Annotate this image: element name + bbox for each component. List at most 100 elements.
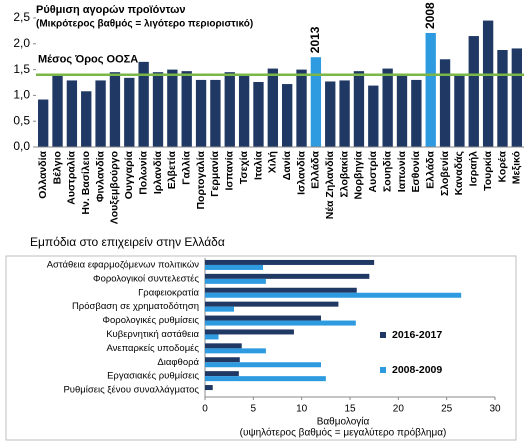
x-tick-label: Γαλλία xyxy=(180,150,192,184)
bar xyxy=(310,57,322,147)
x-tick-label: Ελλάδα xyxy=(310,150,322,188)
legend-label: 2016-2017 xyxy=(392,329,442,341)
bar xyxy=(152,72,164,147)
y-tick-label: 2,0 xyxy=(13,36,30,50)
bar xyxy=(205,385,213,391)
x-tick-label: Ισπανία xyxy=(224,150,236,190)
y-tick-label: 1,5 xyxy=(13,62,30,76)
x-tick-label: Δανία xyxy=(281,150,293,180)
x-tick-label: Ολλανδία xyxy=(37,150,49,198)
legend-swatch xyxy=(380,367,386,373)
bar xyxy=(282,84,293,147)
x-tick-label: Καναδάς xyxy=(453,150,465,195)
x-tick-label: Ην. Βασίλειο xyxy=(80,151,92,215)
y-tick-label: 1,0 xyxy=(13,88,30,102)
x-tick-label: 10 xyxy=(296,404,308,415)
bar xyxy=(109,72,121,147)
y-tick-label: 0,5 xyxy=(13,113,30,127)
bar xyxy=(195,79,207,147)
bar xyxy=(497,49,508,147)
x-tick-label: Λουξεμβούργο xyxy=(109,151,121,224)
x-tick-label: Τσεχία xyxy=(238,150,250,184)
bar xyxy=(411,79,422,147)
x-tick-label: Κορέα xyxy=(496,150,508,182)
bar xyxy=(296,69,307,147)
x-tick-label: Ιρλανδία xyxy=(152,150,164,194)
bar xyxy=(205,315,321,321)
x-tick-label: Βέλγιο xyxy=(51,151,63,184)
chart-title: Ρύθμιση αγορών προϊόντων xyxy=(36,4,186,16)
x-tick-label: Ισλανδία xyxy=(295,150,307,194)
bar xyxy=(325,81,336,147)
bar xyxy=(511,48,522,147)
x-tick-label: Αυστραλία xyxy=(66,150,78,204)
x-tick-label: Χιλή xyxy=(267,151,279,173)
bar xyxy=(482,20,494,147)
bar xyxy=(52,75,63,147)
y-tick-label: Γραφειοκρατία xyxy=(138,287,199,298)
bar xyxy=(382,68,393,147)
x-axis-label: Βαθμολογία xyxy=(317,416,370,428)
y-tick-label: Κυβερνητική αστάθεια xyxy=(106,329,199,340)
bar xyxy=(253,81,264,147)
x-tick-label: Πολωνία xyxy=(137,150,149,194)
x-tick-label: Ιαπωνία xyxy=(396,150,408,192)
bar xyxy=(205,259,375,265)
annotation: 2008 xyxy=(423,2,437,29)
y-tick-label: 2,5 xyxy=(13,10,30,24)
bar xyxy=(396,74,408,147)
legend-label: 2008-2009 xyxy=(392,364,442,376)
bar xyxy=(353,71,365,147)
bar xyxy=(205,329,294,335)
x-tick-label: 15 xyxy=(344,404,356,415)
bar xyxy=(205,376,326,382)
x-tick-label: Ιταλία xyxy=(252,150,264,180)
bar xyxy=(210,79,221,147)
bar xyxy=(205,278,266,284)
bar xyxy=(205,348,266,354)
x-tick-label: Εσθονία xyxy=(410,150,422,192)
x-tick-label: 5 xyxy=(251,404,257,415)
x-tick-label: Μεξικό xyxy=(511,151,523,184)
bar xyxy=(205,343,242,349)
bar xyxy=(205,287,357,293)
bar xyxy=(138,61,149,147)
x-tick-label: Φινλανδία xyxy=(94,150,106,202)
bar xyxy=(454,73,465,147)
bar xyxy=(224,72,235,147)
bar xyxy=(124,77,135,147)
y-tick-label: Διαφθορά xyxy=(157,357,199,368)
x-tick-label: Νέα Ζηλανδία xyxy=(324,150,336,219)
y-tick-label: Ανεπαρκείς υποδομές xyxy=(106,343,199,354)
x-tick-label: 25 xyxy=(441,404,453,415)
bar xyxy=(205,362,321,368)
y-tick-label: 0,0 xyxy=(13,139,30,153)
bar xyxy=(205,264,263,270)
y-tick-label: Αστάθεια εφαρμοζόμενων πολιτικών xyxy=(47,259,200,270)
bar xyxy=(66,80,78,147)
reference-label: Μέσος Όρος ΟΟΣΑ xyxy=(38,54,138,66)
x-tick-label: Ελλάδα xyxy=(424,150,436,188)
y-tick-label: Φορολογικοί συντελεστές xyxy=(93,273,199,284)
annotation: 2013 xyxy=(308,26,322,53)
y-tick-label: Ρυθμίσεις ξένου συναλλάγματος xyxy=(63,385,199,396)
x-tick-label: Ισραήλ xyxy=(468,151,480,186)
x-tick-label: Αυστρία xyxy=(367,150,379,192)
bar xyxy=(425,32,436,147)
bar xyxy=(205,334,219,340)
bar xyxy=(205,306,234,312)
bar xyxy=(81,91,92,147)
x-tick-label: Πορτογαλία xyxy=(195,150,207,209)
x-tick-label: Σουηδία xyxy=(381,150,393,192)
bar xyxy=(95,80,106,147)
chart-title: Εμπόδια στο επιχειρείν στην Ελλάδα xyxy=(30,235,225,249)
bar xyxy=(238,74,250,147)
bar xyxy=(205,357,240,363)
x-tick-label: 20 xyxy=(393,404,405,415)
chart-frame xyxy=(5,255,517,441)
chart-subtitle: (Μικρότερος βαθμός = λιγότερο περιοριστι… xyxy=(36,19,253,30)
bar xyxy=(38,99,49,147)
x-tick-label: Νορβηγία xyxy=(353,150,365,199)
y-tick-label: Φορολογικές ρυθμίσεις xyxy=(102,315,199,326)
